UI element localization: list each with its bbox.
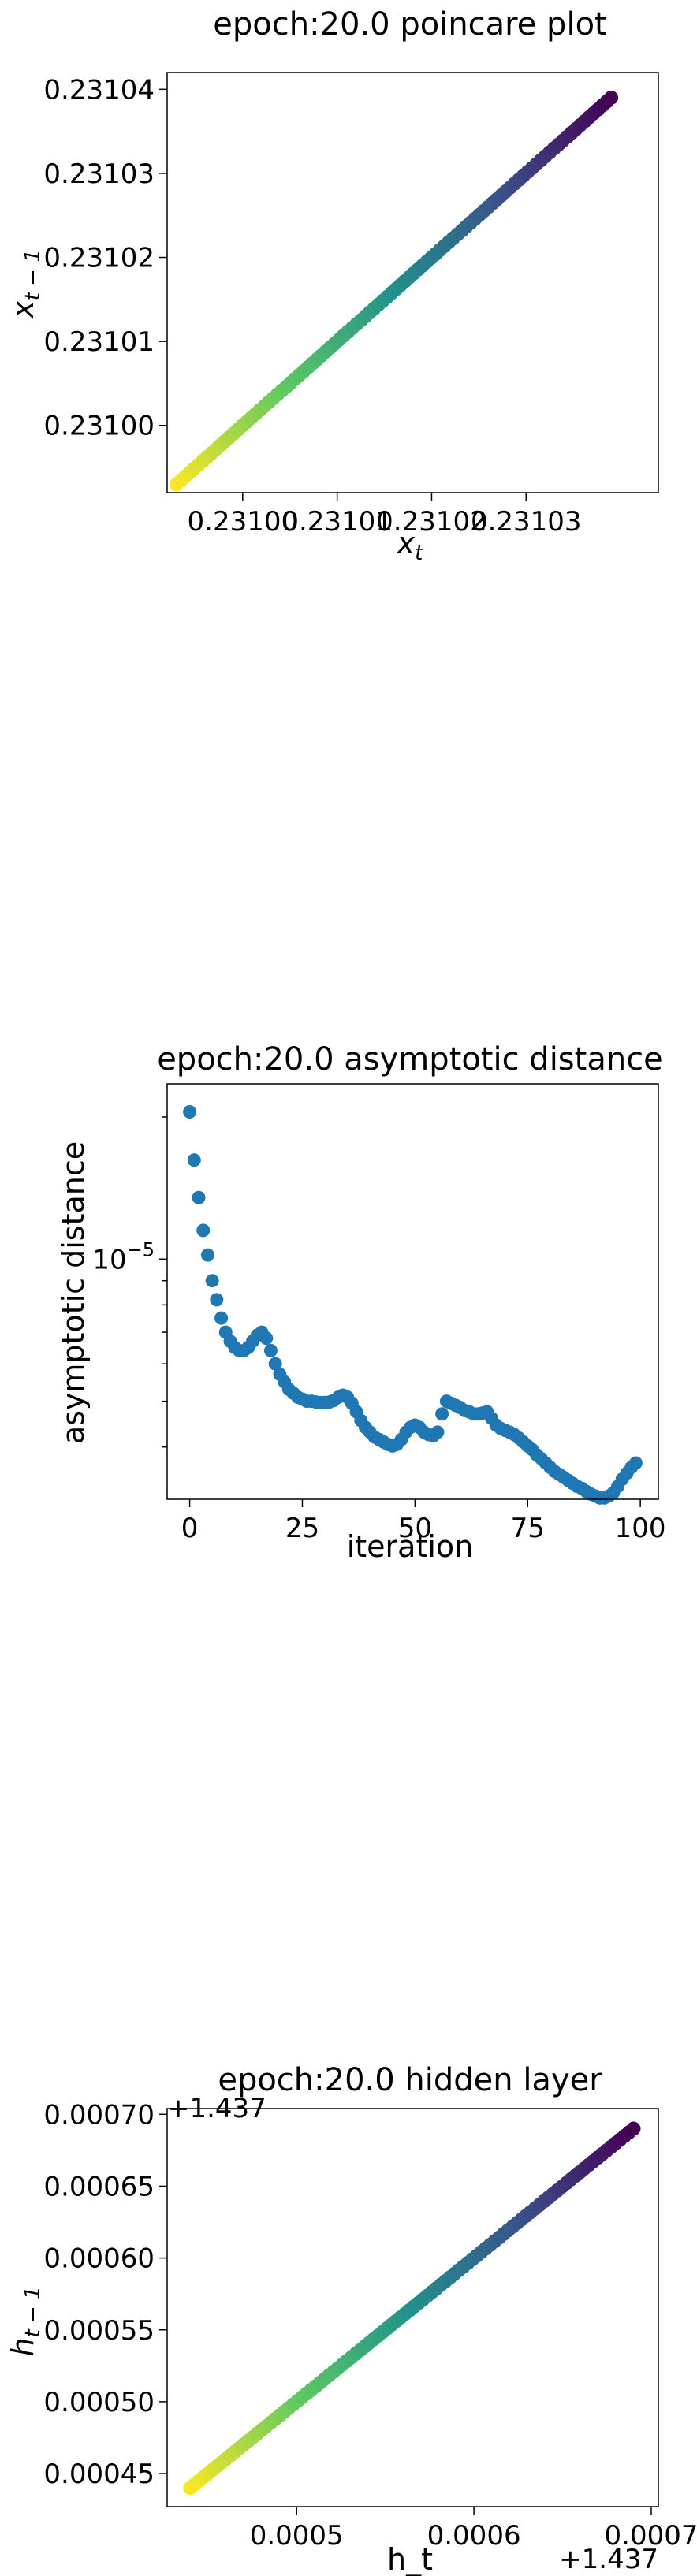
asymptotic-y-label: asymptotic distance [56, 1141, 91, 1444]
poincare-y-tick-label: 0.23104 [43, 74, 155, 106]
asymptotic-point [200, 1248, 214, 1262]
poincare-x-tick-label: 0.23102 [376, 506, 487, 538]
asymptotic-point [187, 1153, 201, 1167]
hidden-title: epoch:20.0 hidden layer [218, 2062, 602, 2098]
asymptotic-point [214, 1311, 229, 1325]
hidden-y-tick-label: 0.00050 [43, 2387, 155, 2418]
asymptotic-title: epoch:20.0 asymptotic distance [157, 1041, 663, 1078]
asymptotic-x-tick-label: 100 [615, 1513, 666, 1544]
poincare-y-tick-label: 0.23101 [43, 326, 155, 358]
hidden-y-tick-label: 0.00055 [43, 2315, 155, 2347]
asymptotic-points [183, 1105, 643, 1505]
hidden-x-tick-label: 0.0006 [427, 2520, 521, 2552]
hidden-y-tick-label: 0.00065 [43, 2171, 155, 2202]
poincare-y-label: xt − 1 [6, 249, 45, 319]
asymptotic-point [196, 1223, 211, 1238]
hidden-x-tick-label: 0.0005 [250, 2520, 344, 2552]
asymptotic-point [205, 1274, 219, 1288]
hidden-y-ticks: 0.00045 0.00050 0.00055 0.00060 0.00065 0.000… [43, 2099, 167, 2490]
asymptotic-point [268, 1357, 282, 1371]
asymptotic-y-tick-label: 10−5 [92, 1238, 155, 1275]
hidden-x-tick-label: 0.0007 [605, 2520, 697, 2552]
asymptotic-point [435, 1407, 449, 1421]
asymptotic-y-ticks: 10−5 [92, 1238, 167, 1275]
hidden-y-tick-label: 0.00045 [43, 2459, 155, 2490]
poincare-x-tick-label: 0.23100 [188, 506, 299, 538]
poincare-x-tick-label: 0.23103 [471, 506, 582, 538]
asymptotic-point [192, 1190, 206, 1204]
asymptotic-point [263, 1343, 278, 1357]
asymptotic-distance-chart: epoch:20.0 asymptotic distance 0 25 50 75 10… [56, 1041, 666, 1564]
hidden-y-tick-label: 0.00060 [43, 2243, 155, 2275]
poincare-title: epoch:20.0 poincare plot [213, 6, 606, 43]
poincare-y-tick-label: 0.23102 [43, 243, 155, 274]
asymptotic-point [628, 1456, 643, 1470]
asymptotic-x-tick-label: 75 [511, 1513, 545, 1544]
asymptotic-point [430, 1425, 445, 1439]
asymptotic-x-tick-label: 0 [181, 1513, 199, 1544]
asymptotic-x-tick-label: 25 [285, 1513, 319, 1544]
hidden-plot-frame [166, 2108, 659, 2507]
asymptotic-x-tick-label: 50 [398, 1513, 432, 1544]
hidden-point [626, 2121, 641, 2136]
asymptotic-point [259, 1331, 274, 1346]
hidden-x-offset: +1.437 [559, 2544, 658, 2575]
hidden-x-label: h_t [387, 2542, 433, 2576]
asymptotic-point [210, 1293, 224, 1307]
hidden-layer-chart: epoch:20.0 hidden layer +1.437 0.0005 0.0… [6, 2062, 697, 2576]
hidden-points [183, 2121, 641, 2496]
asymptotic-y-minor-ticks [162, 1116, 167, 1448]
poincare-x-tick-label: 0.23101 [281, 506, 393, 538]
hidden-y-label: ht − 1 [6, 2286, 45, 2356]
asymptotic-x-label: iteration [347, 1529, 474, 1564]
asymptotic-point [183, 1105, 197, 1119]
poincare-chart: epoch:20.0 poincare plot 0.231000.231010… [6, 6, 659, 565]
poincare-point [604, 90, 619, 105]
poincare-y-ticks: 0.23100 0.23101 0.23102 0.23103 0.23104 [43, 74, 167, 442]
poincare-plot-frame [166, 72, 659, 493]
poincare-points [169, 90, 619, 492]
poincare-y-tick-label: 0.23103 [43, 158, 155, 190]
asymptotic-plot-frame [166, 1083, 659, 1500]
asymptotic-x-ticks: 0 25 50 75 100 [181, 1499, 666, 1544]
poincare-y-tick-label: 0.23100 [43, 411, 155, 442]
hidden-x-ticks: 0.0005 0.0006 0.0007 [250, 2507, 697, 2552]
hidden-y-tick-label: 0.00070 [43, 2099, 155, 2131]
